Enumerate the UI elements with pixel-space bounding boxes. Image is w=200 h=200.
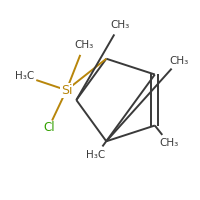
Text: H₃C: H₃C [86,150,106,160]
Text: CH₃: CH₃ [169,56,189,66]
Text: Cl: Cl [43,121,55,134]
Text: CH₃: CH₃ [110,20,129,30]
Text: CH₃: CH₃ [75,40,94,50]
Text: Si: Si [61,84,72,97]
Text: CH₃: CH₃ [159,138,179,148]
Text: H₃C: H₃C [15,71,35,81]
